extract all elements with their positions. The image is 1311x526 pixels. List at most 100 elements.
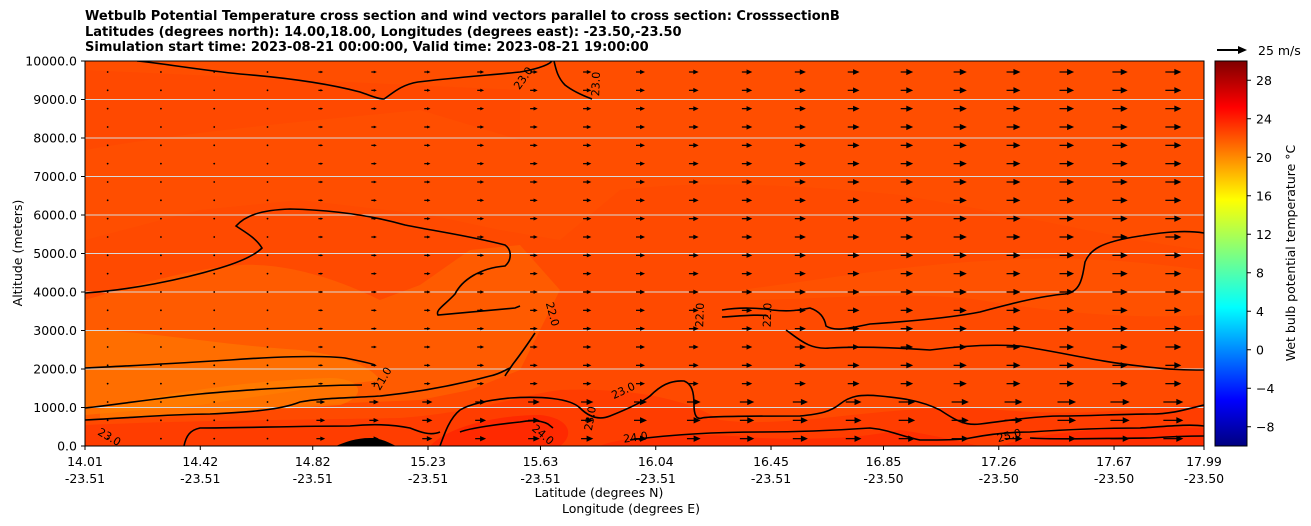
wind-vector [266, 437, 269, 440]
colorbar-tick-label-1: −4 [1256, 381, 1274, 396]
wind-vector [636, 344, 645, 350]
wind-vector [266, 71, 269, 73]
wind-vector [530, 180, 538, 184]
wind-vector [424, 327, 431, 331]
wind-vector [898, 417, 916, 424]
wind-vector [530, 345, 538, 349]
contour-25-right [1029, 435, 1204, 440]
y-tick-label-4: 4000.0 [33, 285, 77, 300]
wind-vector [792, 417, 808, 424]
wind-vector [477, 381, 485, 386]
quiver-key-arrow-icon [1238, 46, 1247, 54]
x-tick-lon-2: -23.51 [293, 471, 333, 486]
wind-vector [318, 162, 324, 165]
wind-vector [794, 380, 806, 387]
wind-vector [741, 289, 753, 295]
wind-vector [636, 234, 645, 240]
wind-vector [477, 143, 485, 148]
contour-label-2: 22.0 [543, 301, 562, 328]
colorbar-tick-label-7: 20 [1256, 150, 1272, 165]
wind-vector [266, 126, 269, 128]
colorbar-tick-label-8: 24 [1256, 111, 1272, 126]
wind-vector [688, 216, 699, 222]
wind-vector [1112, 380, 1128, 387]
wind-vector [213, 272, 216, 275]
x-tick-lon-1: -23.51 [180, 471, 220, 486]
x-tick-lat-8: 17.26 [981, 454, 1017, 469]
wind-vector [1006, 178, 1021, 186]
wind-vector [688, 271, 699, 277]
wind-vector [794, 69, 806, 75]
wind-vector [636, 106, 645, 111]
wind-vector [475, 399, 487, 405]
chart-title: Wetbulb Potential Temperature cross sect… [85, 9, 840, 56]
wind-vector [530, 363, 538, 368]
wind-vector [688, 87, 699, 93]
wind-vector [266, 107, 269, 110]
wind-vector [845, 417, 862, 424]
wind-vector [847, 362, 860, 369]
wind-vector [794, 234, 806, 240]
wind-vector [900, 142, 914, 149]
wind-vector [371, 235, 377, 239]
wind-vector [951, 417, 969, 424]
wind-vector [741, 161, 753, 167]
wind-vector [318, 382, 324, 385]
wind-vector [1165, 68, 1182, 76]
wind-vector [583, 234, 592, 240]
wind-vector [1006, 380, 1021, 387]
wind-vector [1006, 270, 1021, 277]
wind-vector [1059, 270, 1075, 277]
wind-vector [213, 419, 216, 422]
wind-vector [475, 417, 487, 424]
wind-vector [741, 344, 753, 350]
wind-vector [424, 125, 431, 129]
wind-vector [847, 105, 860, 112]
wind-vector [477, 363, 485, 368]
wind-vector [318, 70, 324, 74]
colorbar-tick-label-5: 12 [1256, 227, 1272, 242]
wind-vector [900, 178, 914, 186]
wind-vector [900, 362, 914, 369]
y-axis: 0.0 1000.0 2000.0 3000.0 4000.0 5000.0 6000.0 7… [25, 54, 85, 454]
wind-vector [792, 398, 808, 406]
wind-vector [160, 107, 162, 110]
wind-vector [583, 253, 592, 258]
wind-vector [741, 87, 753, 93]
wind-vector [1059, 252, 1075, 259]
contour-24-center [459, 419, 554, 433]
wind-vector [953, 197, 967, 204]
wind-vector [1057, 435, 1077, 442]
wind-vector [583, 271, 592, 276]
x-tick-lat-0: 14.01 [67, 454, 103, 469]
wind-vector [106, 107, 109, 110]
wind-vector [1112, 160, 1128, 167]
wind-vector [530, 88, 538, 93]
wind-vector [318, 309, 324, 312]
terrain [336, 438, 396, 446]
wind-vector [1006, 105, 1021, 112]
wind-vector [739, 398, 755, 406]
wind-vector [900, 307, 914, 314]
wind-vector [1112, 197, 1128, 204]
contour-23-top-right [553, 61, 593, 100]
wind-vector [371, 308, 377, 312]
wind-vector [634, 398, 647, 406]
wind-vector [636, 253, 645, 258]
wind-vector [953, 160, 967, 167]
wind-vector [636, 143, 645, 148]
wind-vector [160, 346, 162, 348]
wind-vector [1163, 398, 1184, 406]
wind-vector [477, 345, 485, 349]
wind-vector [688, 362, 699, 368]
wind-vector [953, 362, 967, 369]
wind-vector [688, 197, 699, 203]
wind-vector [213, 199, 216, 202]
wind-vector [847, 215, 860, 222]
colorbar-tick-label-6: 16 [1256, 188, 1272, 203]
wind-vector [266, 346, 269, 348]
wind-vector [741, 381, 753, 387]
contour-22-mid [504, 332, 536, 377]
wind-vector [794, 87, 806, 94]
